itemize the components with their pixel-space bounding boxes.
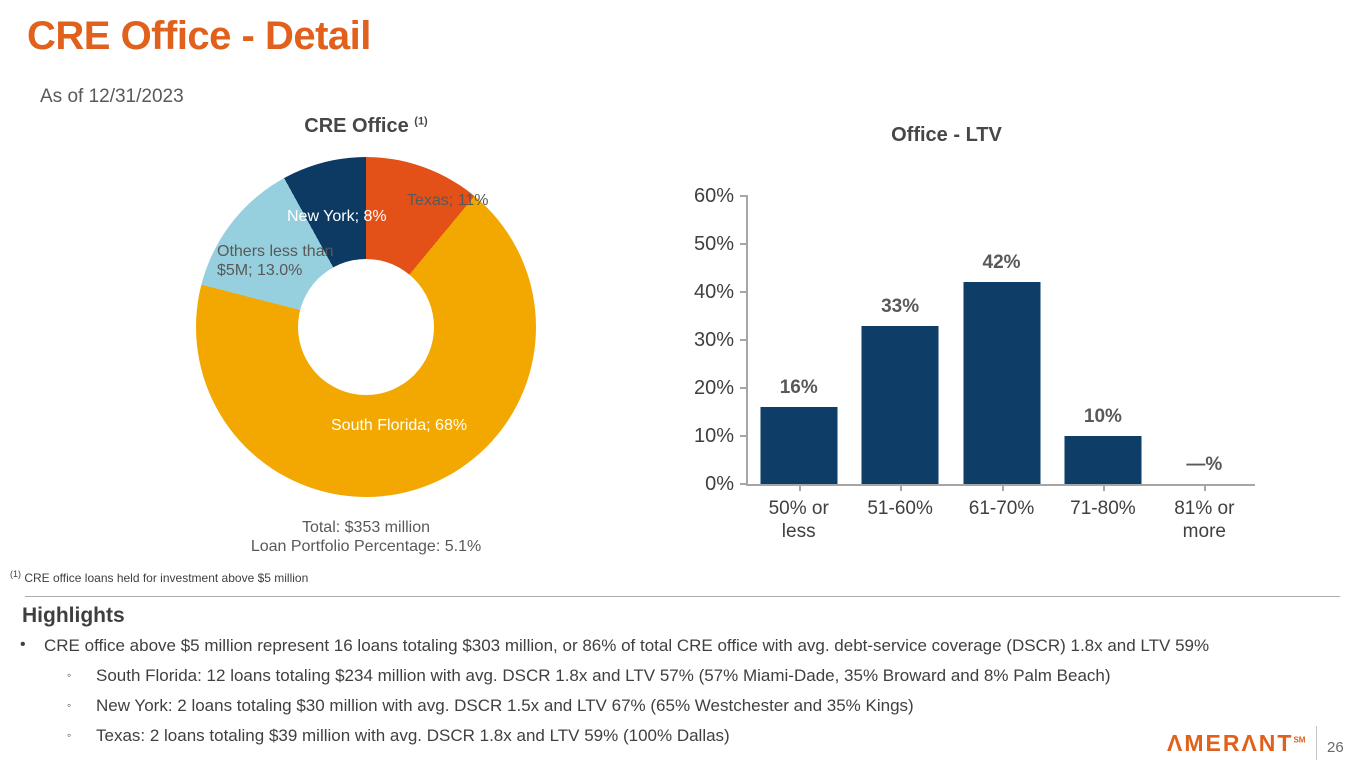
y-axis-label-10%: 10%: [693, 425, 734, 447]
x-axis-category-label-3: 71-80%: [1070, 498, 1136, 519]
bar-slot-0: 16% 50% or less: [748, 196, 849, 542]
slice-label-south-florida: South Florida; 68%: [331, 417, 468, 434]
x-axis-category-label-4: 81% or more: [1174, 498, 1235, 543]
donut-chart-title-text: CRE Office: [304, 115, 409, 137]
y-axis-tick: [740, 387, 748, 389]
donut-chart: [196, 157, 536, 497]
y-axis-label-50%: 50%: [693, 233, 734, 255]
bar-value-label-2: 42%: [982, 252, 1021, 274]
x-axis-tick: [1204, 484, 1207, 491]
x-axis-tick: [1001, 484, 1004, 491]
y-axis-tick: [740, 339, 748, 341]
bar-slot-1: 33% 51-60%: [849, 196, 950, 519]
bullet-marker: •: [20, 636, 26, 653]
page-number: 26: [1327, 739, 1344, 756]
sub-bullet-marker: ◦: [67, 698, 72, 712]
x-axis-tick: [900, 484, 903, 491]
amerant-logo-sm-mark: SM: [1293, 735, 1306, 745]
x-axis-category-label-1: 51-60%: [867, 498, 933, 519]
bar-value-label-4: —%: [1186, 454, 1223, 475]
bar-slot-2: 42% 61-70%: [951, 196, 1052, 519]
slice-label-new-york: New York; 8%: [287, 208, 387, 225]
footer-separator: [1316, 726, 1317, 760]
x-axis-category-label-2: 61-70%: [968, 498, 1035, 519]
donut-hole: [298, 259, 434, 395]
bullet-text: CRE office above $5 million represent 16…: [44, 636, 1210, 655]
as-of-date: As of 12/31/2023: [40, 86, 184, 107]
sub-bullet-text: New York: 2 loans totaling $30 million w…: [96, 696, 914, 715]
y-axis-label-20%: 20%: [693, 377, 734, 399]
bar-3: [1064, 436, 1142, 484]
sub-bullet-text: Texas: 2 loans totaling $39 million with…: [96, 726, 730, 745]
bar-value-label-3: 10%: [1083, 406, 1122, 427]
sub-bullet-marker: ◦: [67, 668, 72, 682]
y-axis-tick: [740, 243, 748, 245]
amerant-logo: ΛMERΛNTSM: [1167, 730, 1305, 757]
x-axis-category-label-0: 50% or less: [768, 498, 829, 543]
bar-2: [963, 282, 1041, 484]
y-axis-label-60%: 60%: [693, 185, 734, 207]
y-axis-tick: [740, 483, 748, 485]
y-axis-tick: [740, 291, 748, 293]
x-axis-tick: [798, 484, 801, 491]
sub-bullet-marker: ◦: [67, 728, 72, 742]
slice-label-texas: Texas; 11%: [407, 192, 489, 209]
sub-bullet-text: South Florida: 12 loans totaling $234 mi…: [96, 666, 1111, 685]
donut-portfolio-percentage-line: Loan Portfolio Percentage: 5.1%: [250, 538, 482, 555]
bar-slot-3: 10% 71-80%: [1052, 196, 1153, 519]
highlights-heading: Highlights: [22, 604, 125, 627]
bar-0: [760, 407, 838, 484]
footnote-text: CRE office loans held for investment abo…: [21, 571, 309, 585]
donut-chart-title-footnote-marker: (1): [414, 115, 428, 128]
y-axis-tick: [740, 195, 748, 197]
y-axis-label-40%: 40%: [693, 281, 734, 303]
y-axis-label-30%: 30%: [693, 329, 734, 351]
y-axis-tick: [740, 435, 748, 437]
page-title: CRE Office - Detail: [27, 14, 371, 58]
bar-value-label-1: 33%: [881, 295, 920, 317]
footnote-marker: (1): [10, 569, 21, 579]
bar-1: [861, 325, 939, 484]
bar-value-label-0: 16%: [779, 377, 818, 399]
bar-chart-plot-area: 16% 50% or less 33% 51-60% 42% 61-70% 10% 71-80…: [694, 186, 1255, 542]
bar-chart-title: Office - LTV: [891, 124, 1002, 146]
donut-total-line: Total: $353 million: [301, 519, 431, 536]
donut-chart-title: CRE Office (1): [196, 115, 536, 138]
bar-slot-4: —% 81% or more: [1154, 196, 1255, 542]
y-axis-label-0%: 0%: [705, 473, 734, 495]
footnote: (1) CRE office loans held for investment…: [10, 569, 308, 585]
section-divider: [25, 596, 1340, 597]
x-axis-tick: [1102, 484, 1105, 491]
amerant-logo-text: ΛMERΛNT: [1167, 730, 1294, 756]
slice-label-others: Others less than $5M; 13.0%: [217, 243, 334, 279]
